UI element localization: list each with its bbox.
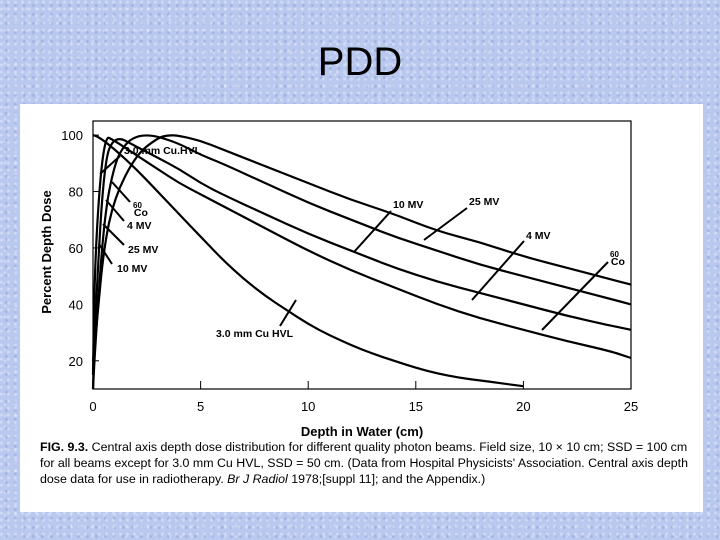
series-line-25-mv xyxy=(91,134,632,361)
curve-label-pointer xyxy=(98,243,113,265)
series-line-3-0-mm-cu-hvl xyxy=(92,134,524,388)
series-line-4-mv xyxy=(91,138,632,390)
curve-label-pointer xyxy=(111,181,131,203)
curve-label: 10 MV xyxy=(117,263,147,275)
caption-journal: Br J Radiol xyxy=(227,472,288,486)
x-tick-label: 0 xyxy=(89,399,96,414)
curve-label: 60 Co xyxy=(610,250,625,268)
curve-label: 10 MV xyxy=(393,199,423,211)
figure-panel: 100 80 60 40 20 0 5 10 15 20 25 Depth in Water (cm)… xyxy=(20,104,703,512)
series-line-10-mv xyxy=(91,134,632,390)
x-tick-label: 15 xyxy=(409,399,423,414)
series-line-60co xyxy=(91,136,632,375)
curve-label-pointer xyxy=(279,299,297,327)
curve-label: 3.0 mm Cu HVL xyxy=(216,328,294,340)
caption-tail: 1978;[suppl 11]; and the Appendix.) xyxy=(291,472,486,486)
curve-label-pointer xyxy=(353,210,392,253)
curve-label: 60 Co xyxy=(133,201,148,219)
caption-label: FIG. 9.3. xyxy=(40,440,89,454)
curve-label-pointer xyxy=(105,199,125,222)
slide-title: PDD xyxy=(317,40,403,84)
y-tick-label: 60 xyxy=(69,241,83,256)
x-tick-label: 5 xyxy=(197,399,204,414)
y-tick-label: 40 xyxy=(69,297,83,312)
curve-label-pointer xyxy=(99,155,121,175)
curve-label: 4 MV xyxy=(526,230,551,242)
curve-label-pointer xyxy=(102,223,125,246)
curve-label: 3.0 mm Cu.HVL xyxy=(124,145,202,157)
x-axis-label: Depth in Water (cm) xyxy=(301,424,423,439)
curve-label-pointer xyxy=(423,207,468,241)
y-axis-label: Percent Depth Dose xyxy=(39,190,54,314)
x-tick-label: 25 xyxy=(624,399,638,414)
curve-label: 25 MV xyxy=(128,244,158,256)
figure-caption: FIG. 9.3. Central axis depth dose distri… xyxy=(40,439,690,487)
curve-label: 25 MV xyxy=(469,196,499,208)
x-tick-label: 10 xyxy=(301,399,315,414)
caption-text: Central axis depth dose distribution for… xyxy=(40,440,688,486)
curve-label-pointer xyxy=(541,261,609,331)
y-tick-label: 20 xyxy=(69,354,83,369)
curve-label-pointer xyxy=(471,240,525,301)
curve-label: 4 MV xyxy=(127,220,152,232)
plot-frame xyxy=(92,120,632,390)
pdd-chart: 100 80 60 40 20 0 5 10 15 20 25 Depth in Water (cm)… xyxy=(39,120,638,439)
y-tick-label: 100 xyxy=(61,128,83,143)
y-tick-label: 80 xyxy=(69,185,83,200)
x-tick-label: 20 xyxy=(516,399,530,414)
